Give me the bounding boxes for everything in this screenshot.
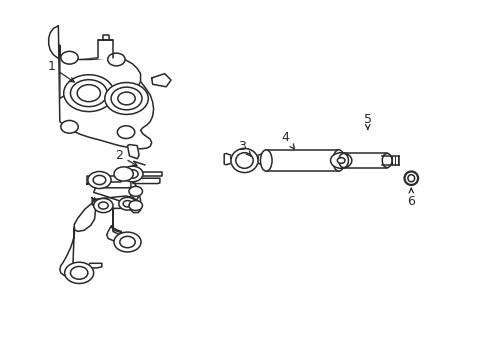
Polygon shape (106, 226, 131, 243)
Circle shape (70, 266, 88, 279)
Ellipse shape (338, 153, 348, 168)
Polygon shape (94, 188, 138, 203)
Ellipse shape (407, 175, 414, 182)
Text: 3: 3 (238, 140, 250, 156)
Circle shape (64, 262, 94, 283)
Ellipse shape (382, 153, 391, 168)
Ellipse shape (230, 148, 258, 172)
Circle shape (98, 202, 108, 209)
Polygon shape (224, 153, 230, 165)
Polygon shape (87, 176, 131, 184)
Circle shape (337, 158, 345, 163)
Polygon shape (343, 153, 386, 168)
Circle shape (129, 186, 142, 196)
Circle shape (114, 232, 141, 252)
Text: 6: 6 (407, 188, 414, 208)
Polygon shape (98, 40, 113, 58)
Circle shape (61, 121, 78, 133)
Circle shape (119, 197, 136, 210)
Polygon shape (74, 198, 95, 231)
Polygon shape (60, 228, 102, 276)
Polygon shape (92, 196, 138, 208)
Polygon shape (265, 150, 338, 171)
Polygon shape (127, 145, 139, 159)
Circle shape (104, 82, 148, 114)
Circle shape (61, 51, 78, 64)
Text: 1: 1 (47, 60, 74, 82)
Polygon shape (49, 26, 153, 149)
Circle shape (123, 201, 132, 207)
Circle shape (122, 166, 142, 182)
Circle shape (107, 53, 125, 66)
Polygon shape (133, 172, 162, 176)
Circle shape (93, 175, 105, 185)
Polygon shape (133, 178, 160, 184)
Circle shape (111, 87, 142, 110)
Circle shape (118, 92, 135, 105)
Circle shape (117, 126, 135, 139)
Polygon shape (113, 208, 122, 235)
Circle shape (129, 201, 142, 211)
Ellipse shape (332, 150, 344, 171)
Circle shape (126, 170, 138, 178)
Polygon shape (382, 156, 398, 165)
Polygon shape (151, 74, 171, 87)
Text: 2: 2 (115, 149, 137, 166)
Polygon shape (258, 153, 264, 165)
Polygon shape (60, 45, 140, 99)
Circle shape (77, 85, 100, 102)
Circle shape (63, 75, 114, 112)
Ellipse shape (235, 153, 253, 168)
Ellipse shape (260, 150, 271, 171)
Circle shape (120, 237, 135, 248)
Text: 4: 4 (281, 131, 294, 149)
Circle shape (114, 167, 133, 181)
Circle shape (70, 80, 107, 107)
Circle shape (88, 171, 111, 189)
Circle shape (94, 198, 113, 213)
Circle shape (330, 153, 351, 168)
Ellipse shape (404, 171, 417, 185)
Polygon shape (131, 168, 140, 213)
Text: 5: 5 (363, 113, 371, 129)
